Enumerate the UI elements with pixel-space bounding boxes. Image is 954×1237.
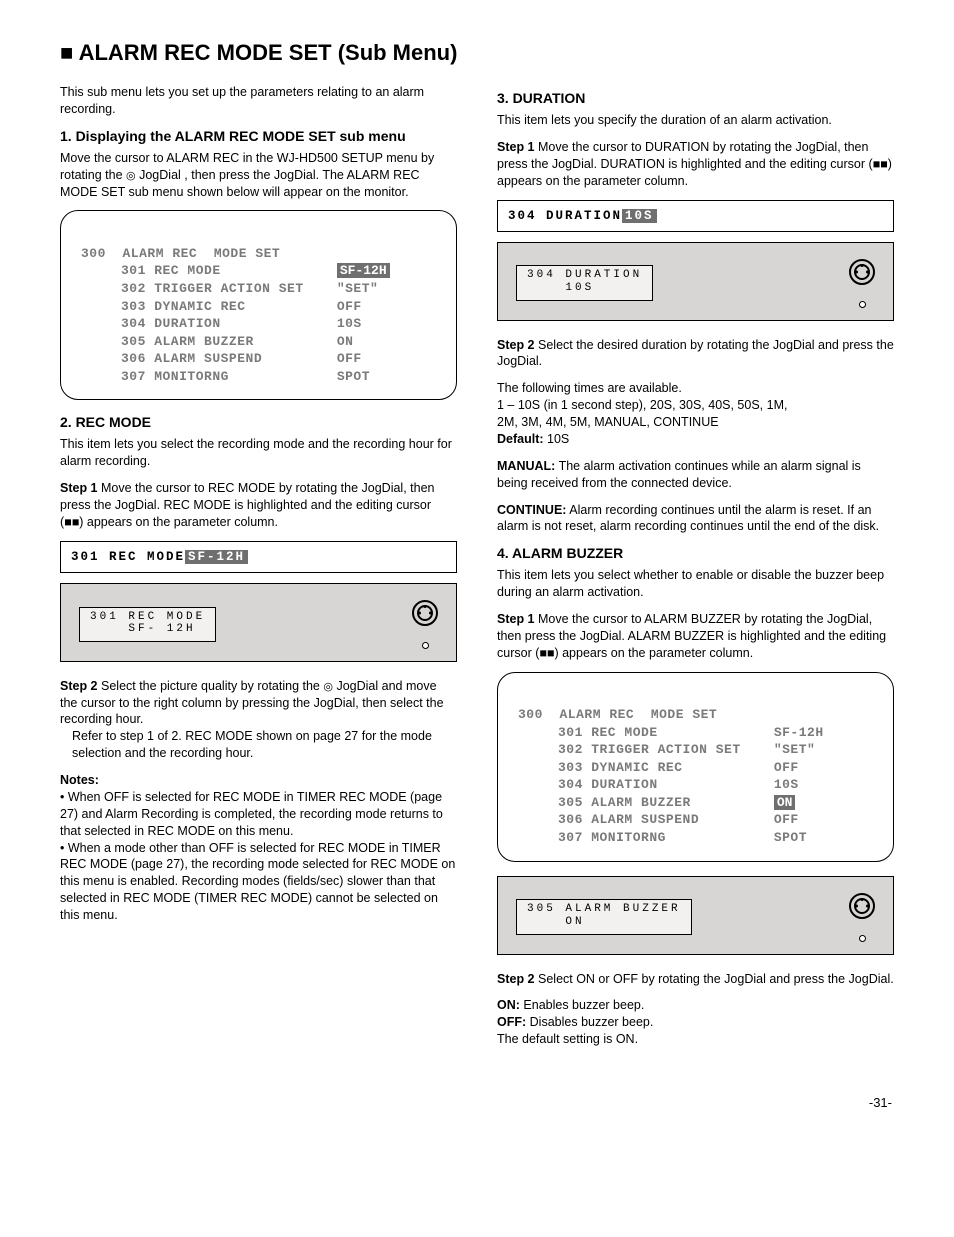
sec3-step2-label: Step 2 — [497, 338, 535, 352]
section-1-head: 1. Displaying the ALARM REC MODE SET sub… — [60, 128, 457, 144]
sec2-step2: Step 2 Select the picture quality by rot… — [60, 678, 457, 762]
device-305-line2: ON — [527, 916, 585, 928]
sec2-notes: Notes: • When OFF is selected for REC MO… — [60, 772, 457, 924]
jogdial-icon[interactable] — [412, 600, 438, 626]
section-1-body: Move the cursor to ALARM REC in the WJ-H… — [60, 150, 457, 201]
section-4-head: 4. ALARM BUZZER — [497, 545, 894, 561]
osd1-title: 300 ALARM REC MODE SET — [81, 246, 280, 261]
left-column: This sub menu lets you set up the parame… — [60, 84, 457, 1058]
sec2-step2-text-c: Refer to step 1 of 2. REC MODE shown on … — [60, 728, 457, 762]
device-panel-304: 304 DURATION 10S — [497, 242, 894, 321]
sec4-step1-text: Move the cursor to ALARM BUZZER by rotat… — [497, 612, 886, 660]
sec3-continue-label: CONTINUE: — [497, 503, 566, 517]
sec4-step2-text: Select ON or OFF by rotating the JogDial… — [538, 972, 894, 986]
led-indicator — [859, 935, 866, 942]
led-indicator — [859, 301, 866, 308]
sec4-step1-label: Step 1 — [497, 612, 535, 626]
led-indicator — [422, 642, 429, 649]
sec2-step1-text: Move the cursor to REC MODE by rotating … — [60, 481, 434, 529]
page-title: ■ ALARM REC MODE SET (Sub Menu) — [60, 40, 894, 66]
sec3-options: The following times are available. 1 – 1… — [497, 380, 894, 448]
sec2-step2-label: Step 2 — [60, 679, 98, 693]
sec3-options-line1: 1 – 10S (in 1 second step), 20S, 30S, 40… — [497, 398, 787, 412]
osd2-title: 300 ALARM REC MODE SET — [518, 707, 717, 722]
osd-menu-alarm-rec-2: 300 ALARM REC MODE SET 301 REC MODE SF-1… — [497, 672, 894, 862]
lcd-304-prefix: 304 DURATION — [508, 209, 622, 223]
sec2-step1: Step 1 Move the cursor to REC MODE by ro… — [60, 480, 457, 531]
osd-menu-alarm-rec-1: 300 ALARM REC MODE SET 301 REC MODE SF-1… — [60, 210, 457, 400]
sec3-step1: Step 1 Move the cursor to DURATION by ro… — [497, 139, 894, 190]
sec4-on-text: Enables buzzer beep. — [523, 998, 644, 1012]
sec3-step2-text: Select the desired duration by rotating … — [497, 338, 894, 369]
sec3-step1-text: Move the cursor to DURATION by rotating … — [497, 140, 892, 188]
sec4-step1: Step 1 Move the cursor to ALARM BUZZER b… — [497, 611, 894, 662]
sec3-options-lead: The following times are available. — [497, 381, 682, 395]
jogdial-icon: ◎ — [323, 681, 333, 693]
osd1-rows: 301 REC MODE SF-12H 302 TRIGGER ACTION S… — [81, 262, 436, 385]
section-3-head: 3. DURATION — [497, 90, 894, 106]
osd2-rows: 301 REC MODE SF-12H 302 TRIGGER ACTION S… — [518, 724, 873, 847]
sec3-default-value: 10S — [547, 432, 569, 446]
sec2-note-2: When a mode other than OFF is selected f… — [60, 841, 455, 923]
sec2-note-1: When OFF is selected for REC MODE in TIM… — [60, 790, 443, 838]
section-2-head: 2. REC MODE — [60, 414, 457, 430]
sec3-step1-label: Step 1 — [497, 140, 535, 154]
sec3-options-line2: 2M, 3M, 4M, 5M, MANUAL, CONTINUE — [497, 415, 719, 429]
page-number: -31- — [869, 1095, 892, 1110]
jogdial-icon[interactable] — [849, 893, 875, 919]
sec2-notes-lead: Notes: — [60, 773, 99, 787]
lcd-301-prefix: 301 REC MODE — [71, 550, 185, 564]
sec4-step2-label: Step 2 — [497, 972, 535, 986]
sec4-off-text: Disables buzzer beep. — [530, 1015, 654, 1029]
device-304-line1: 304 DURATION — [527, 269, 642, 281]
lcd-301-value[interactable]: SF-12H — [185, 550, 248, 564]
section-2-body: This item lets you select the recording … — [60, 436, 457, 470]
section-3-body: This item lets you specify the duration … — [497, 112, 894, 129]
device-301-screen: 301 REC MODE SF- 12H — [79, 607, 216, 642]
sec4-default: The default setting is ON. — [497, 1032, 638, 1046]
jogdial-label: JogDial — [336, 679, 378, 693]
device-305-line1: 305 ALARM BUZZER — [527, 903, 681, 915]
sec4-on-label: ON: — [497, 998, 520, 1012]
device-301-line2: SF- 12H — [90, 623, 196, 635]
section-4-body: This item lets you select whether to ena… — [497, 567, 894, 601]
lcd-inline-304: 304 DURATION 10S — [497, 200, 894, 232]
device-panel-305: 305 ALARM BUZZER ON — [497, 876, 894, 955]
lcd-inline-301: 301 REC MODE SF-12H — [60, 541, 457, 573]
sec3-default-label: Default: — [497, 432, 544, 446]
sec2-step1-label: Step 1 — [60, 481, 98, 495]
sec3-step2: Step 2 Select the desired duration by ro… — [497, 337, 894, 371]
device-304-screen: 304 DURATION 10S — [516, 265, 653, 300]
sec4-step2: Step 2 Select ON or OFF by rotating the … — [497, 971, 894, 988]
sec3-continue: CONTINUE: Alarm recording continues unti… — [497, 502, 894, 536]
sec3-manual-label: MANUAL: — [497, 459, 555, 473]
device-305-screen: 305 ALARM BUZZER ON — [516, 899, 692, 934]
two-column-layout: This sub menu lets you set up the parame… — [60, 84, 894, 1058]
sec3-manual: MANUAL: The alarm activation continues w… — [497, 458, 894, 492]
jogdial-icon[interactable] — [849, 259, 875, 285]
device-301-line1: 301 REC MODE — [90, 611, 205, 623]
intro-paragraph: This sub menu lets you set up the parame… — [60, 84, 457, 118]
sec2-step2-text-a: Select the picture quality by rotating t… — [101, 679, 323, 693]
sec4-off-label: OFF: — [497, 1015, 526, 1029]
sec4-on-off: ON: Enables buzzer beep. OFF: Disables b… — [497, 997, 894, 1048]
jogdial-icon: ◎ — [126, 170, 136, 182]
jogdial-label: JogDial — [139, 168, 181, 182]
device-panel-301: 301 REC MODE SF- 12H — [60, 583, 457, 662]
right-column: 3. DURATION This item lets you specify t… — [497, 84, 894, 1058]
device-304-line2: 10S — [527, 282, 594, 294]
lcd-304-value[interactable]: 10S — [622, 209, 657, 223]
